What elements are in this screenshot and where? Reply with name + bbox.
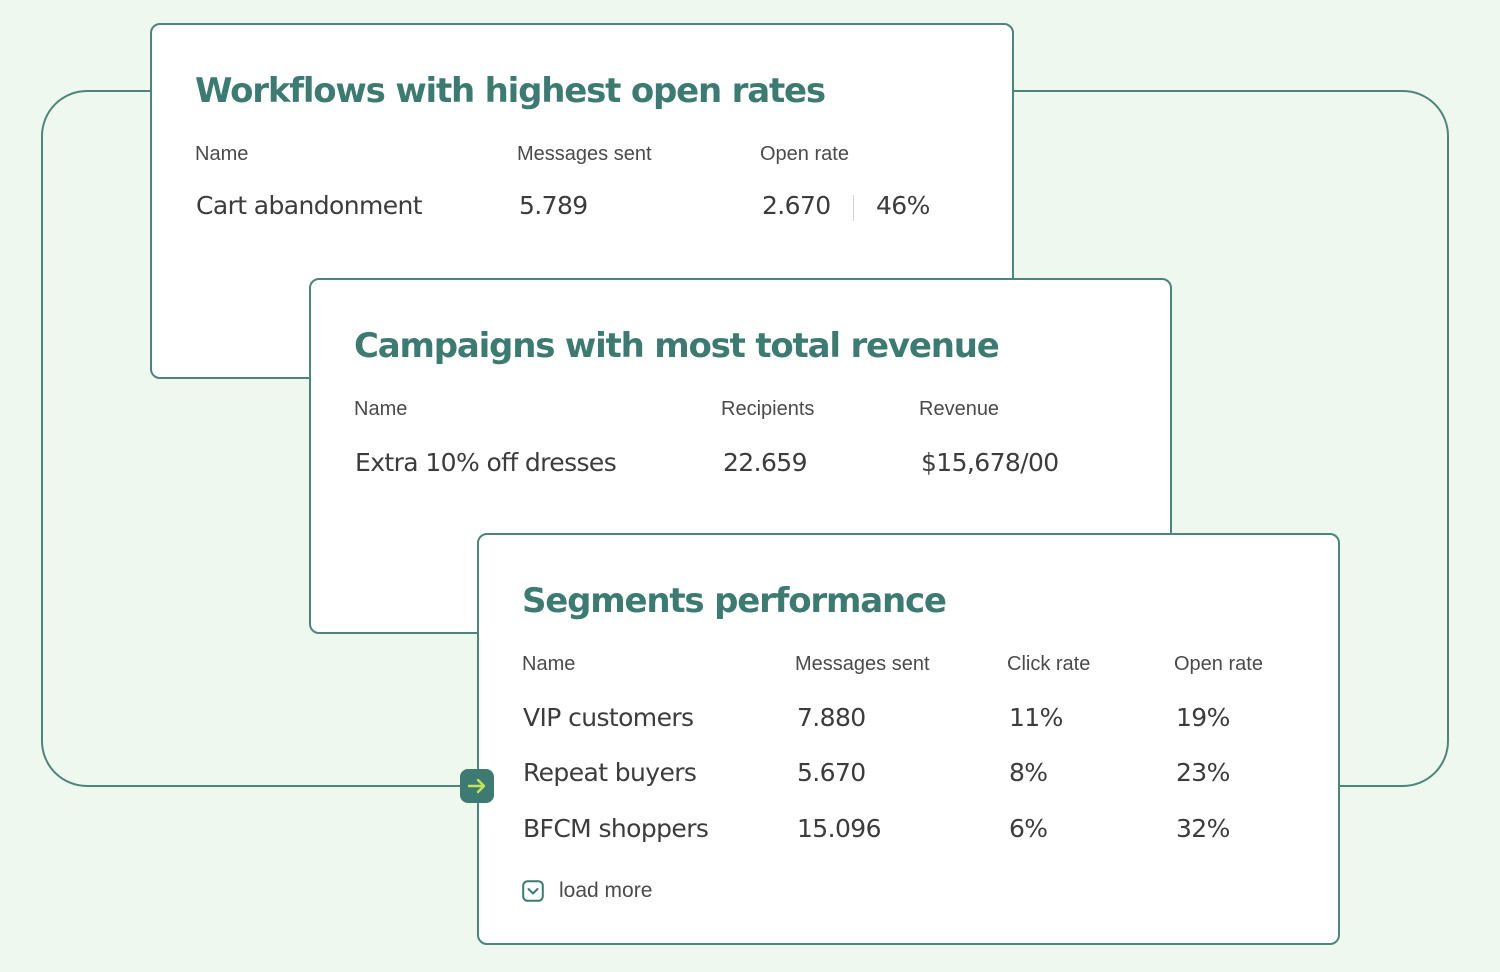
segments-card: Segments performance Name Messages sent …: [477, 533, 1340, 945]
segments-header-messages-sent: Messages sent: [795, 653, 930, 675]
segment-click-rate: 6%: [1009, 814, 1048, 843]
workflows-title: Workflows with highest open rates: [195, 71, 826, 111]
segment-click-rate: 8%: [1009, 758, 1048, 787]
workflow-messages-sent: 5.789: [519, 191, 588, 220]
segments-header-click-rate: Click rate: [1007, 653, 1091, 675]
chevron-down-icon: [522, 880, 544, 902]
load-more-label: load more: [559, 879, 653, 902]
arrow-right-icon: [467, 778, 486, 794]
segment-open-rate: 32%: [1176, 814, 1230, 843]
value-divider: [853, 195, 854, 221]
segment-name: Repeat buyers: [523, 758, 697, 787]
workflows-header-name: Name: [195, 143, 249, 165]
workflows-header-messages-sent: Messages sent: [517, 143, 652, 165]
segment-messages-sent: 7.880: [797, 703, 866, 732]
campaign-name: Extra 10% off dresses: [355, 448, 617, 477]
campaigns-title: Campaigns with most total revenue: [354, 326, 1000, 366]
segments-header-name: Name: [522, 653, 576, 675]
segment-messages-sent: 15.096: [797, 814, 881, 843]
segment-messages-sent: 5.670: [797, 758, 866, 787]
segment-open-rate: 23%: [1176, 758, 1230, 787]
segment-name: BFCM shoppers: [523, 814, 709, 843]
segment-open-rate: 19%: [1176, 703, 1230, 732]
workflow-opens: 2.670: [762, 191, 831, 220]
campaigns-header-recipients: Recipients: [721, 398, 815, 420]
workflows-header-open-rate: Open rate: [760, 143, 849, 165]
segment-click-rate: 11%: [1009, 703, 1063, 732]
workflow-name: Cart abandonment: [196, 191, 423, 220]
campaign-recipients: 22.659: [723, 448, 807, 477]
workflow-open-rate: 46%: [876, 191, 930, 220]
campaigns-header-revenue: Revenue: [919, 398, 1000, 420]
segment-name: VIP customers: [523, 703, 694, 732]
arrow-connector-badge: [460, 769, 494, 803]
load-more-button[interactable]: load more: [522, 879, 652, 903]
campaigns-header-name: Name: [354, 398, 408, 420]
segments-title: Segments performance: [522, 581, 947, 621]
segments-header-open-rate: Open rate: [1174, 653, 1263, 675]
campaign-revenue: $15,678/00: [921, 448, 1059, 477]
